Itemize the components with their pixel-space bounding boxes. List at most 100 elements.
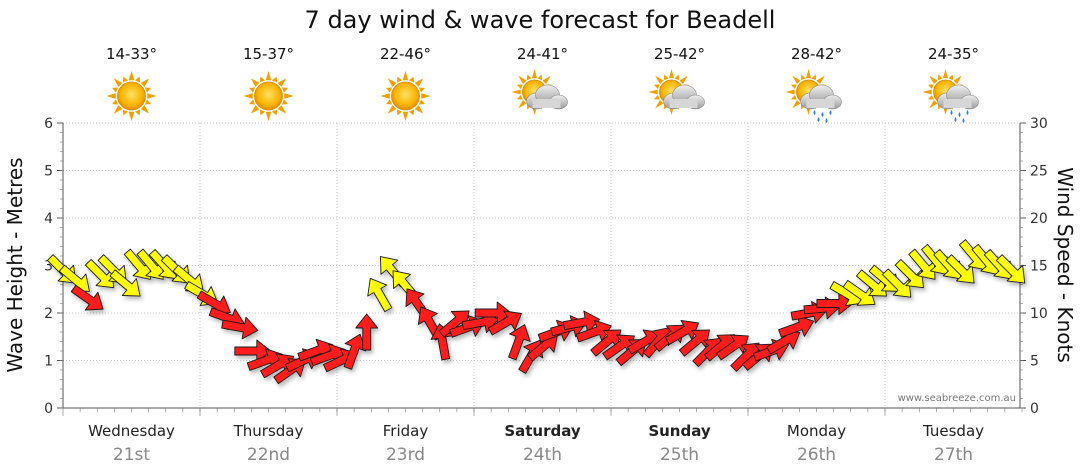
day-label: Friday <box>383 422 429 440</box>
sun-ray <box>792 99 801 109</box>
sun-ray <box>518 99 527 109</box>
sun-ray <box>259 109 266 116</box>
wind-arrow <box>945 254 975 284</box>
wind-arrow <box>778 315 815 338</box>
sun-ray <box>128 71 135 81</box>
day-label: Wednesday <box>88 422 175 440</box>
sun-ray <box>271 109 278 116</box>
sun-icon <box>106 71 157 121</box>
raindrop <box>966 110 969 115</box>
sun-ray <box>281 99 288 105</box>
sun-ray <box>511 89 521 95</box>
sun-disc <box>117 81 146 111</box>
sun-ray <box>929 99 938 109</box>
wind-arrow <box>842 279 876 306</box>
left-axis-label: Wave Height - Metres <box>3 157 27 372</box>
sun-ray <box>655 99 664 109</box>
sun-ray <box>805 69 812 79</box>
sun-ray <box>134 109 141 116</box>
sun-ray <box>800 74 806 81</box>
sun-ray <box>927 84 934 90</box>
sun-ray <box>927 94 934 100</box>
sun-ray <box>250 105 260 114</box>
right-tick-label: 15 <box>1030 259 1048 275</box>
temp-range: 15-37° <box>243 45 294 63</box>
sun-ray <box>147 93 157 99</box>
sun-ray <box>929 75 938 85</box>
date-label: 24th <box>523 445 562 465</box>
left-axis-ticks: 0 1 2 3 4 5 6 <box>44 116 63 417</box>
sun-ray <box>785 89 795 95</box>
sun-cloud-icon <box>511 69 568 115</box>
sun-ray <box>265 71 272 81</box>
sun-ray <box>112 87 119 93</box>
wind-arrow <box>816 292 854 315</box>
temp-range: 24-35° <box>928 45 979 63</box>
sun-ray <box>380 93 390 99</box>
sun-ray <box>386 87 393 93</box>
sun-ray <box>271 76 278 83</box>
cloud-shape <box>663 84 705 110</box>
sun-ray <box>408 76 415 83</box>
temp-range: 25-42° <box>654 45 705 63</box>
raindrop <box>821 112 824 117</box>
sun-ray <box>937 74 943 81</box>
wind-arrow <box>355 313 379 351</box>
chart-title: 7 day wind & wave forecast for Beadell <box>305 6 776 34</box>
day-label: Saturday <box>504 422 581 440</box>
wind-arrow <box>123 248 151 280</box>
wind-arrow <box>995 254 1026 284</box>
sun-ray <box>816 75 825 85</box>
left-tick-label: 2 <box>44 306 53 322</box>
sun-ray <box>396 76 403 83</box>
sun-ray <box>277 105 287 114</box>
sun-ray <box>421 93 431 99</box>
wind-arrow <box>678 329 710 357</box>
sun-ray <box>542 75 551 85</box>
left-tick-label: 5 <box>44 164 53 180</box>
wind-arrow <box>908 248 936 280</box>
left-tick-label: 1 <box>44 354 53 370</box>
sun-ray <box>396 109 403 116</box>
sun-ray <box>140 78 150 87</box>
sun-ray <box>134 76 141 83</box>
wind-arrow <box>221 316 259 340</box>
credit-text: www.seabreeze.com.au <box>898 393 1016 404</box>
sun-ray <box>402 71 409 81</box>
temp-range: 22-46° <box>380 45 431 63</box>
weather-row: 14-33° 15-37° 22-46° 24-41° 25-42° 28-42° 24-3… <box>106 45 979 123</box>
sun-ray <box>418 87 425 93</box>
cloud-shape <box>526 84 568 110</box>
raindrop <box>958 112 961 117</box>
day-label: Tuesday <box>922 422 984 440</box>
cloud-shape <box>937 84 979 110</box>
sun-ray <box>526 74 532 81</box>
right-tick-label: 25 <box>1030 164 1048 180</box>
date-label: 25th <box>660 445 699 465</box>
left-tick-label: 4 <box>44 211 53 227</box>
raindrop <box>813 110 816 115</box>
left-tick-label: 0 <box>44 401 53 417</box>
temp-range: 28-42° <box>791 45 842 63</box>
sun-ray <box>653 94 660 100</box>
sun-ray <box>128 111 135 121</box>
wind-arrow <box>70 284 104 311</box>
raindrop <box>829 110 832 115</box>
date-label: 21st <box>113 445 150 465</box>
left-tick-label: 3 <box>44 259 53 275</box>
sun-ray <box>113 105 123 114</box>
day-label: Sunday <box>648 422 711 440</box>
sun-ray <box>387 78 397 87</box>
sun-ray <box>259 76 266 83</box>
sun-ray <box>948 74 954 81</box>
sun-ray <box>386 99 393 105</box>
sun-cloud-rain-icon <box>785 69 842 123</box>
sun-ray <box>516 94 523 100</box>
right-tick-label: 30 <box>1030 116 1048 132</box>
day-label: Thursday <box>233 422 304 440</box>
temp-range: 24-41° <box>517 45 568 63</box>
sun-ray <box>418 99 425 105</box>
cloud-shape <box>800 84 842 110</box>
sun-disc <box>254 81 283 111</box>
